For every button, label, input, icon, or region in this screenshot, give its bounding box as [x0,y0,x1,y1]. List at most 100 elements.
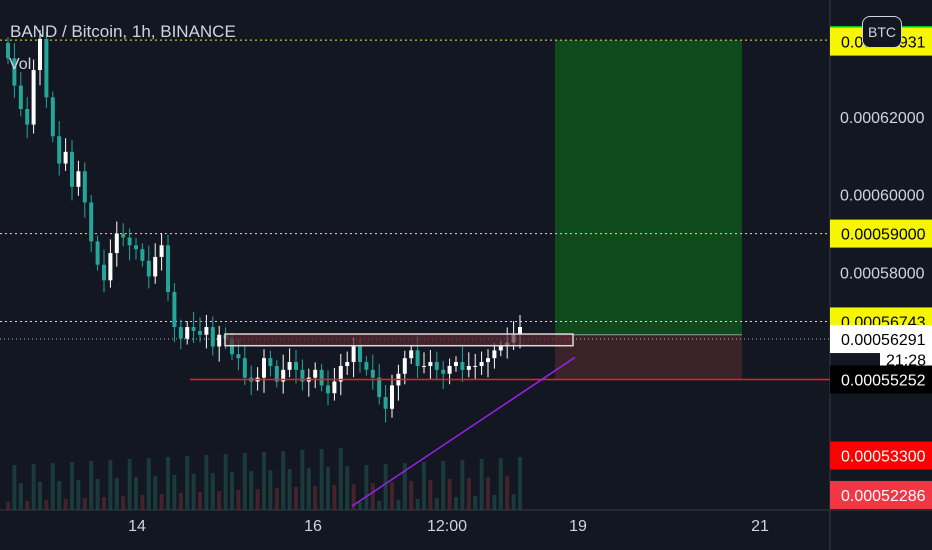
candle-body [319,369,324,386]
candle-body [38,38,42,71]
candle-body [114,233,119,254]
candle-body [95,241,100,265]
candle-body [50,97,55,137]
volume-bar [57,481,62,510]
volume-bar [415,499,420,510]
candle-body [409,350,414,359]
volume-bar [223,454,228,510]
volume-bar [25,501,30,510]
volume-bar [70,462,74,510]
candle-body [108,253,113,281]
volume-bar [441,461,446,510]
candle-body [57,136,62,164]
price-label: 0.00052286 [841,488,926,505]
candle-body [166,245,170,292]
y-tick-label: 0.00062000 [840,110,925,127]
volume-bar [89,461,94,510]
price-label: 0.00059000 [841,227,926,244]
volume-bar [114,478,119,510]
candle-body [479,362,484,366]
volume-bar [166,457,170,510]
price-label: 0.00055252 [841,373,926,390]
candle-body [492,350,497,359]
volume-bar [185,456,190,510]
candle-body [63,151,68,164]
volume-bar [364,465,369,510]
volume-bar [198,492,202,510]
x-tick-label: 14 [128,518,146,535]
volume-bar [236,490,241,510]
candle-body [434,362,439,370]
candle-body [76,171,81,187]
candle-body [460,362,465,370]
volume-bar [466,478,471,510]
candle-body [454,362,458,366]
x-tick-label: 12:00 [427,518,467,535]
candle-body [89,202,94,242]
candle-body [25,109,30,125]
candle-body [326,385,330,394]
volume-bar [505,476,510,510]
candle-body [178,327,183,339]
candle-body [159,245,164,257]
candle-body [185,327,190,339]
volume-bar [63,499,68,510]
candle-body [140,249,145,261]
volume-bar [409,481,414,510]
candle-body [191,327,196,331]
volume-bar [82,498,87,510]
candle-body [12,58,17,86]
candle-body [415,350,420,366]
candle-body [422,365,426,367]
candle-body [102,264,106,281]
volume-bar [31,464,36,510]
volume-bar [300,450,305,510]
candle-body [274,365,279,382]
currency-button[interactable]: BTC [862,16,902,48]
volume-bar [12,465,17,510]
y-tick-label: 0.00058000 [840,266,925,283]
volume-bar [108,460,113,510]
volume-bar [38,482,42,510]
volume-bar [390,482,394,510]
volume-bar [332,485,337,510]
volume-bar [492,495,497,510]
candle-body [268,358,273,366]
candle-body [82,171,87,203]
volume-bar [191,474,196,510]
price-label-bg [830,365,932,394]
candle-body [377,377,382,398]
candle-body [262,358,266,378]
candle-body [230,338,234,355]
volume-bar [473,496,478,510]
price-label-bg [830,480,932,509]
volume-bar [454,497,458,510]
candle-body [236,354,241,359]
volume-bar [18,483,23,510]
candle-body [518,327,522,335]
volume-bar [204,455,209,510]
volume-bar [402,463,407,510]
volume-bar [422,462,426,510]
candle-body [172,291,177,328]
volume-bar [127,459,132,510]
trend-line [351,356,576,507]
volume-bar [383,464,388,510]
candle-body [370,369,375,378]
volume-bar [50,463,55,510]
volume-bar [255,489,260,510]
candle-body [345,362,350,366]
x-tick-label: 21 [751,518,769,535]
candle-body [441,369,446,374]
candle-body [217,334,222,347]
volume-bar [319,449,324,510]
volume-bar [294,487,298,510]
volume-bar [370,483,375,510]
volume-bar [95,479,100,510]
volume-bar [230,472,234,510]
candle-body [358,346,362,363]
candle-body [313,369,318,378]
candle-body [294,362,298,370]
volume-bar [460,460,465,510]
